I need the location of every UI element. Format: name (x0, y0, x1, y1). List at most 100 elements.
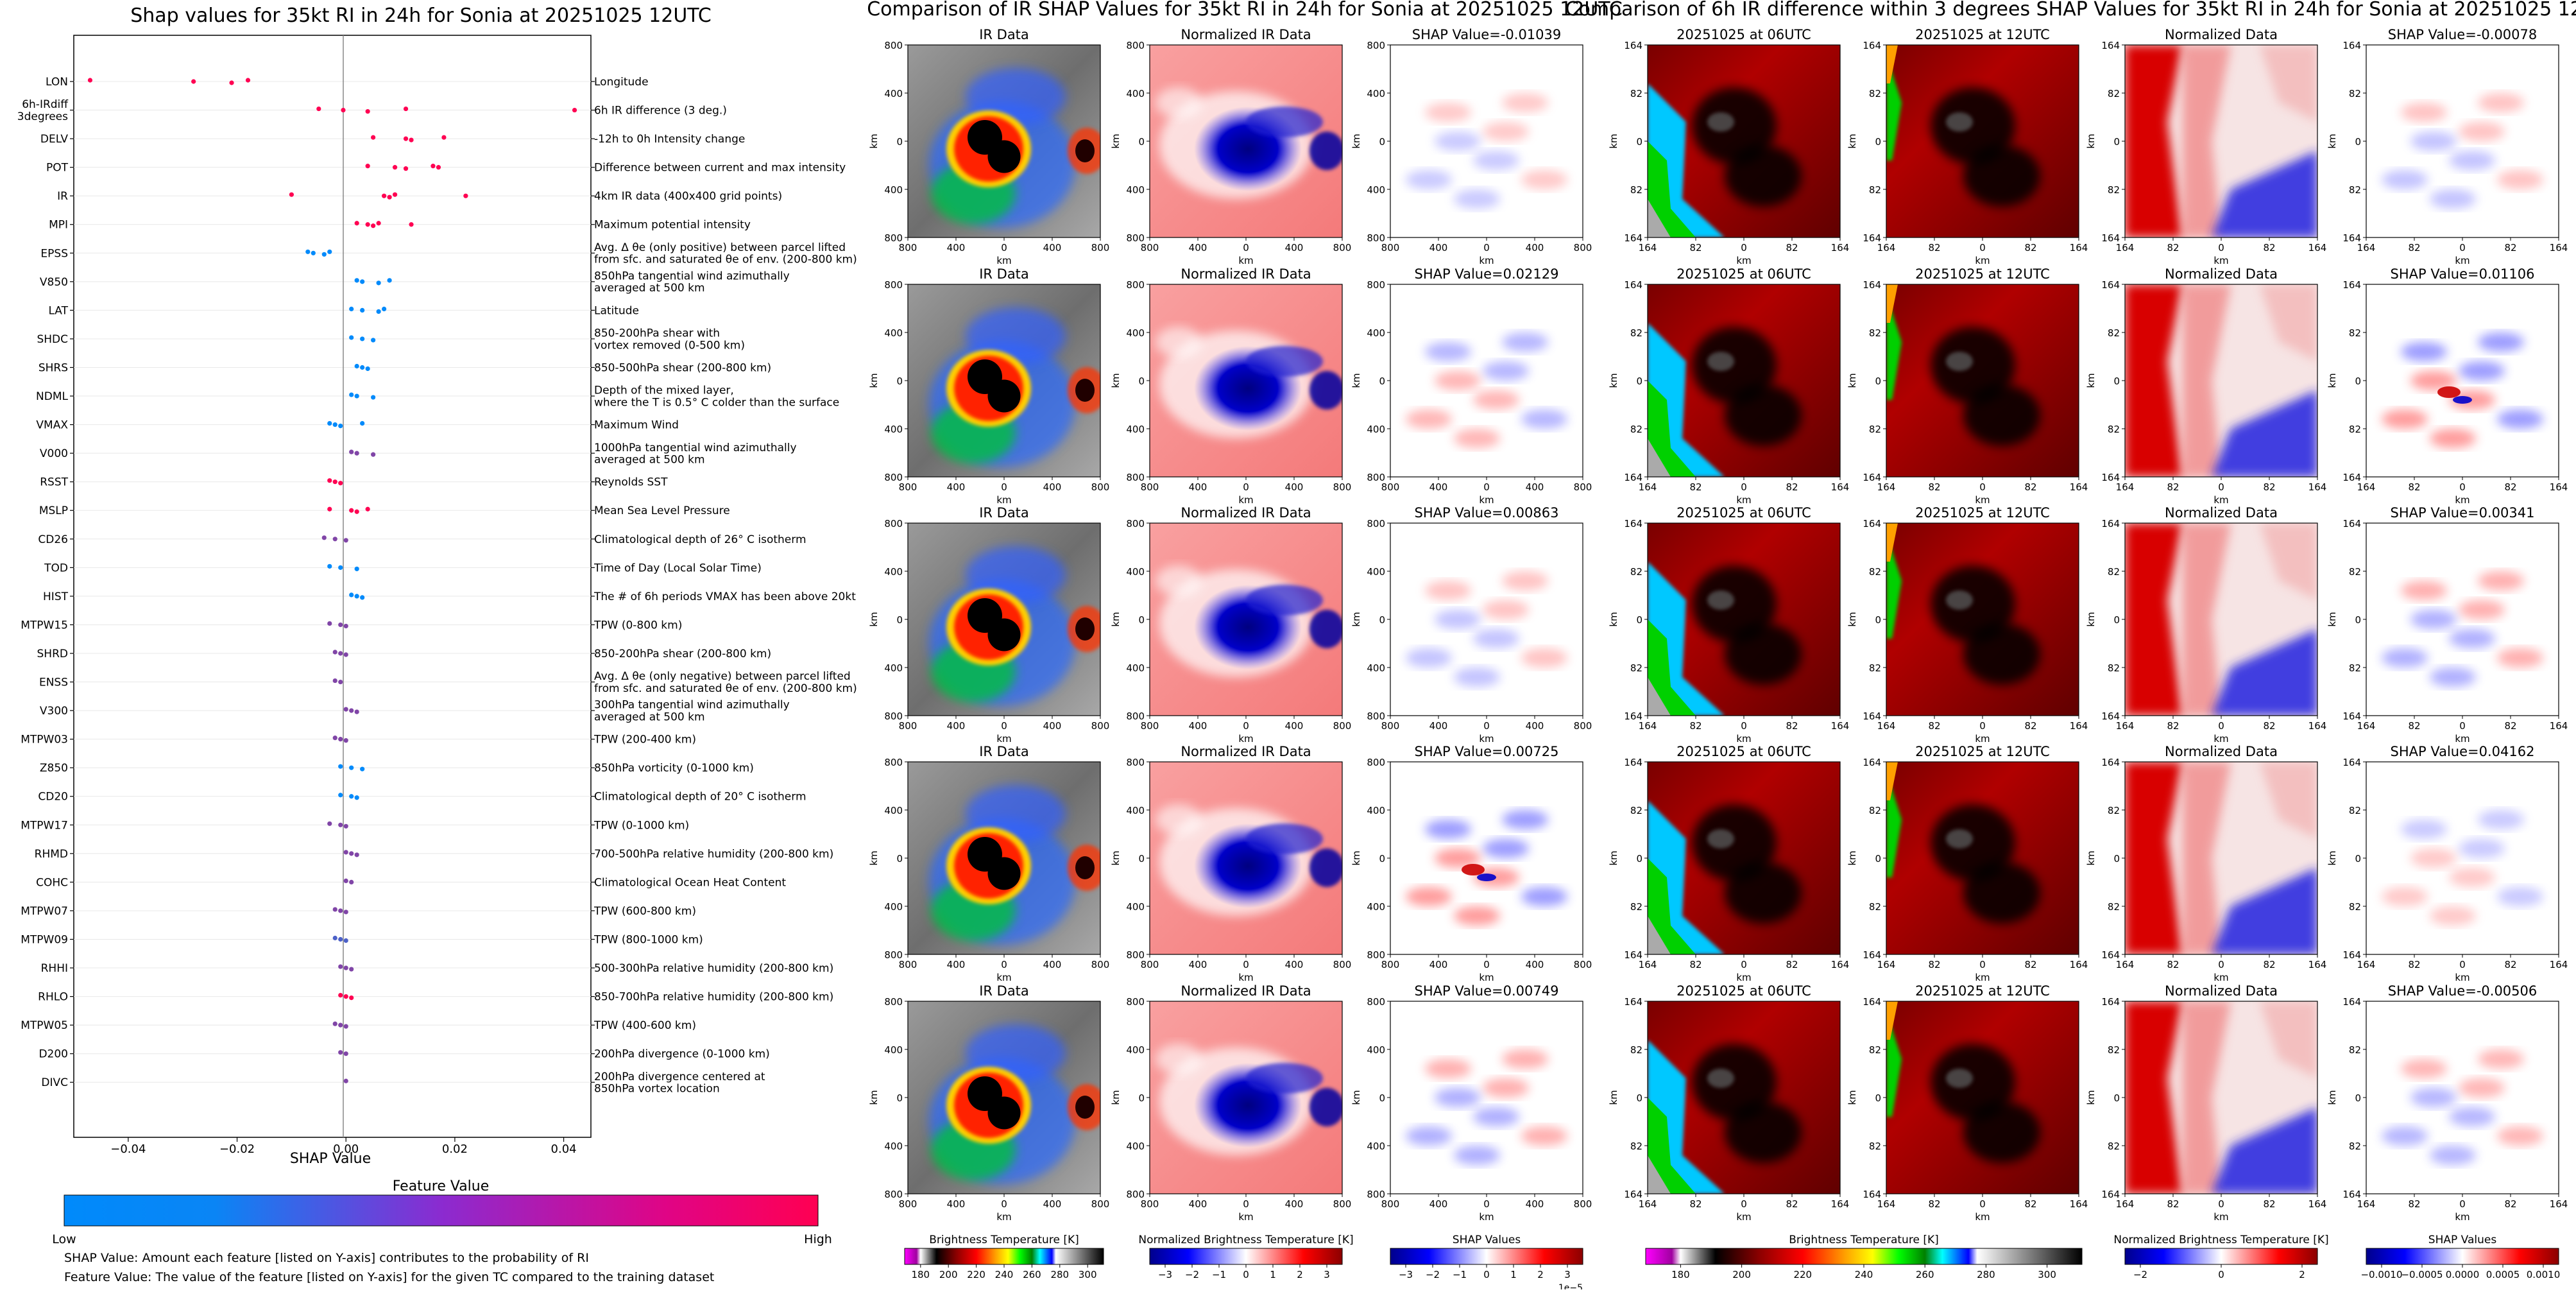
feature-description-label: 200hPa divergence (0-1000 km) (594, 1048, 770, 1061)
shap-point (87, 78, 93, 83)
irdiff-panel-row: 20251025 at 06UTC 20251025 at 12UTC Normal… (1608, 27, 2568, 266)
x-tick-label: 400 (1189, 242, 1207, 254)
y-tick-label: 0 (1379, 853, 1385, 865)
x-tick-label: −0.04 (110, 1142, 146, 1156)
colorbar-tick-label: −1 (1453, 1269, 1467, 1280)
ir-zoom-image (1648, 284, 1840, 477)
x-tick-label: 800 (899, 1198, 917, 1210)
x-tick-label: 82 (1786, 242, 1798, 254)
x-tick-label: 82 (1689, 481, 1702, 493)
feature-description-label: 850-700hPa relative humidity (200-800 km… (594, 991, 833, 1004)
x-tick-label: 164 (2357, 959, 2376, 970)
x-axis-label: km (1238, 494, 1253, 506)
y-tick-label: 164 (2342, 996, 2361, 1008)
irdiff-panel-row: 20251025 at 06UTC 20251025 at 12UTC Normal… (1608, 744, 2568, 983)
x-tick-label: 0 (1243, 720, 1249, 732)
y-tick-label: 164 (2342, 40, 2361, 51)
feature-description-label: Climatological depth of 26° C isotherm (594, 533, 806, 546)
irdiff-panels: 20251025 at 06UTC 20251025 at 12UTC Normal… (1608, 27, 2568, 1223)
feature-name-label: IR (57, 190, 68, 203)
x-tick-label: 400 (1189, 1198, 1207, 1210)
shap-point (349, 851, 354, 856)
x-tick-label: 800 (1333, 1198, 1352, 1210)
panel-title: SHAP Value=0.01106 (2391, 266, 2535, 282)
colorbar-label: SHAP Values (2428, 1234, 2497, 1246)
x-tick-label: 400 (1429, 720, 1448, 732)
x-tick-label: 400 (1189, 959, 1207, 970)
feature-description-label: 850hPa tangential wind azimuthally averag… (594, 270, 790, 295)
feature-name-label: SHRD (37, 648, 68, 660)
y-tick-label: 400 (884, 1044, 903, 1056)
y-tick-label: 82 (2108, 662, 2120, 674)
y-axis-label: km (2085, 134, 2097, 148)
x-axis-label: km (1975, 733, 1990, 745)
x-tick-label: 164 (2070, 481, 2088, 493)
x-tick-label: 82 (1928, 720, 1940, 732)
x-tick-label: 82 (2408, 242, 2420, 254)
colorbar: Brightness Temperature [K] 180 200 220 240 26… (1645, 1234, 2083, 1280)
x-axis-label: km (1975, 1211, 1990, 1223)
panel-title: SHAP Value=0.00749 (1415, 983, 1559, 999)
shap-point (343, 538, 348, 543)
beeswarm-plot-frame (73, 35, 592, 1138)
y-tick-label: 400 (1126, 327, 1145, 339)
y-tick-label: 82 (1630, 184, 1642, 196)
shap-point (371, 452, 376, 457)
panel-title: 20251025 at 12UTC (1915, 744, 2050, 759)
feature-description-label: Reynolds SST (594, 476, 668, 489)
y-tick-label: 0 (896, 853, 903, 865)
x-tick-label: 0 (1001, 720, 1007, 732)
y-tick-label: 0 (896, 375, 903, 387)
y-tick-label: 800 (884, 40, 903, 51)
x-tick-label: 164 (1639, 720, 1657, 732)
y-tick-label: 0 (1875, 375, 1881, 387)
y-tick-label: 164 (2101, 40, 2120, 51)
colorbar-tick-label: 180 (1671, 1269, 1690, 1280)
shap-point (436, 165, 441, 170)
feature-description-label: Maximum Wind (594, 419, 679, 432)
x-tick-label: 82 (1689, 242, 1702, 254)
y-tick-label: 800 (1367, 996, 1385, 1008)
x-tick-label: 400 (1285, 242, 1304, 254)
y-tick-label: 164 (1863, 40, 1881, 51)
y-tick-label: 164 (2101, 232, 2120, 244)
x-tick-label: 800 (1333, 959, 1352, 970)
panel-title: SHAP Value=0.04162 (2391, 744, 2535, 759)
x-tick-label: 0 (1979, 481, 1986, 493)
x-tick-label: 400 (1189, 481, 1207, 493)
shap-point (409, 137, 414, 142)
x-axis-label: km (2213, 972, 2228, 983)
colorbar-tick-label: −2 (2133, 1269, 2147, 1280)
x-axis-label: km (1736, 972, 1751, 983)
y-tick-label: 82 (2108, 327, 2120, 339)
y-tick-label: 400 (1367, 662, 1385, 674)
y-tick-label: 400 (1367, 901, 1385, 913)
shap-point (376, 221, 381, 226)
feature-description-label: -12h to 0h Intensity change (594, 133, 745, 146)
x-tick-label: 0 (2218, 481, 2224, 493)
feature-description-label: TPW (0-1000 km) (593, 819, 689, 832)
y-tick-label: 164 (1863, 757, 1881, 768)
x-tick-label: 800 (1574, 959, 1592, 970)
x-tick-label: 82 (2167, 720, 2179, 732)
shap-point (354, 709, 359, 714)
panel-title: IR Data (979, 266, 1029, 282)
x-tick-label: 164 (2357, 481, 2376, 493)
y-tick-label: 800 (884, 711, 903, 722)
x-tick-label: 164 (1877, 242, 1896, 254)
y-tick-label: 82 (1869, 566, 1881, 578)
y-tick-label: 82 (1869, 1044, 1881, 1056)
feature-description-label: TPW (400-600 km) (593, 1019, 696, 1032)
ir-zoom-image (1648, 1001, 1840, 1194)
x-tick-label: 0 (1243, 242, 1249, 254)
panel-title: Normalized IR Data (1181, 744, 1311, 759)
shap-point (354, 509, 359, 514)
shap-point (332, 736, 337, 741)
y-axis-label: km (1351, 850, 1362, 865)
shap-point (343, 994, 348, 999)
y-axis-label: km (868, 373, 880, 388)
panel-title: SHAP Value=-0.00506 (2388, 983, 2538, 999)
y-tick-label: 0 (2355, 136, 2361, 148)
shap-point (349, 449, 354, 454)
x-tick-label: 800 (1091, 720, 1110, 732)
